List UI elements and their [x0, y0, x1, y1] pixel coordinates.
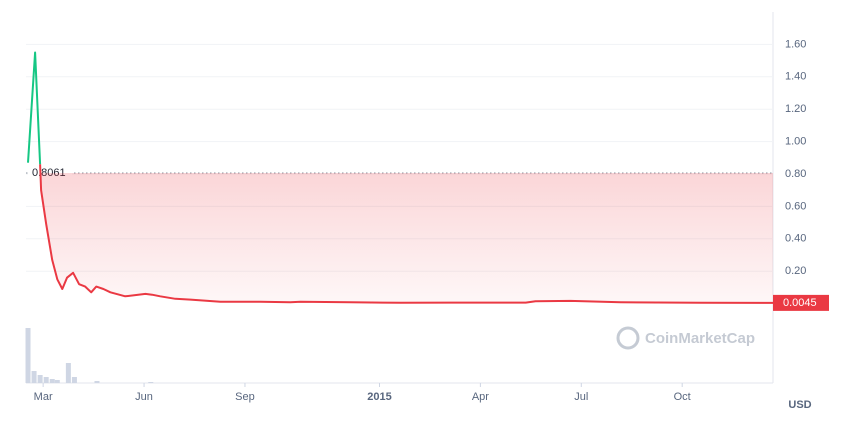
volume-bar — [43, 377, 49, 383]
volume-bar — [94, 381, 100, 383]
y-tick-label: 1.40 — [785, 71, 806, 83]
y-tick-label: 1.60 — [785, 38, 806, 50]
volume-bar — [25, 328, 31, 383]
volume-bar — [148, 382, 154, 383]
watermark: CoinMarketCap — [616, 326, 755, 350]
x-tick-label: Oct — [674, 391, 691, 403]
watermark-text: CoinMarketCap — [645, 330, 755, 347]
unit-label: USD — [788, 399, 811, 411]
price-line — [39, 164, 774, 304]
x-tick-label: Apr — [472, 391, 489, 403]
price-line — [27, 51, 42, 165]
x-tick-label: Mar — [34, 391, 53, 403]
y-tick-label: 0.80 — [785, 168, 806, 180]
price-label-bg — [773, 294, 829, 311]
x-tick-label: Jul — [574, 391, 588, 403]
y-tick-label: 1.00 — [785, 136, 806, 148]
area — [40, 164, 774, 303]
y-tick-label: 1.20 — [785, 103, 806, 115]
volume-bar — [31, 371, 37, 383]
y-tick-label: 0.20 — [785, 265, 806, 277]
price-label: 0.0045 — [783, 297, 817, 309]
y-tick-label: 0.40 — [785, 233, 806, 245]
volume-bar — [37, 375, 43, 383]
watermark-logo — [616, 326, 640, 350]
volume-bar — [71, 377, 77, 383]
x-tick-label: Jun — [135, 391, 153, 403]
volume-bar — [49, 379, 55, 383]
x-tick-label: Sep — [235, 391, 255, 403]
x-tick-label: 2015 — [367, 391, 391, 403]
volume-bar — [54, 380, 60, 383]
y-tick-label: 0.60 — [785, 200, 806, 212]
volume-bar — [65, 363, 71, 383]
